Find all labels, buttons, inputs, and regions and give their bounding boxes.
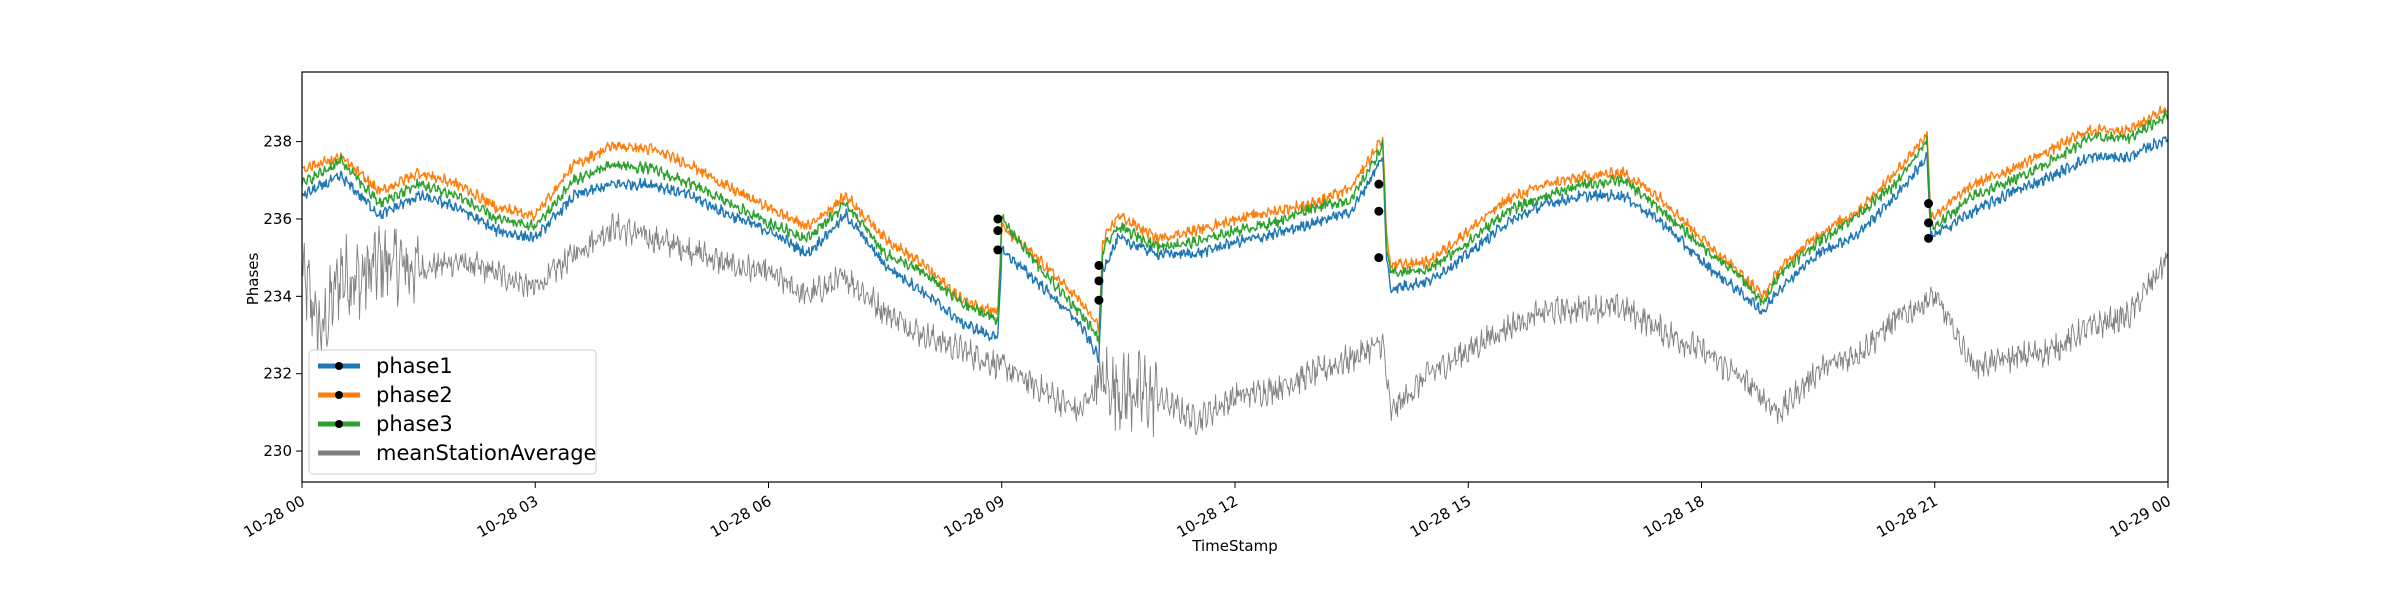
legend: phase1 phase2 phase3 meanStationAverage — [308, 349, 597, 475]
event-marker-phase2-1 — [1094, 260, 1104, 270]
x-tick-label-8: 10-29 00 — [2107, 492, 2174, 541]
x-axis-label: TimeStamp — [1191, 537, 1277, 555]
x-tick-label-2: 10-28 06 — [707, 492, 774, 541]
event-marker-phase3-2 — [1374, 206, 1384, 216]
event-marker-phase1-1 — [1094, 295, 1104, 305]
event-marker-phase2-2 — [1374, 179, 1384, 189]
series-line-phase1 — [301, 136, 2169, 364]
legend-label-phase3: phase3 — [376, 412, 453, 436]
y-axis-label: Phases — [244, 253, 262, 306]
legend-entry-phase1: phase1 — [318, 354, 453, 378]
x-tick-label-3: 10-28 09 — [940, 492, 1007, 541]
event-marker-phase1-2 — [1374, 253, 1384, 263]
legend-label-phase1: phase1 — [376, 354, 453, 378]
legend-label-meanStationAverage: meanStationAverage — [376, 441, 596, 465]
event-marker-phase3-0 — [993, 214, 1003, 224]
event-marker-phase1-0 — [993, 245, 1003, 255]
x-tick-label-0: 10-28 00 — [241, 492, 308, 541]
event-marker-phase1-3 — [1924, 233, 1934, 243]
y-tick-label-1: 232 — [263, 365, 292, 383]
legend-marker-phase3 — [335, 420, 343, 428]
x-tick-label-5: 10-28 15 — [1407, 492, 1474, 541]
series-line-meanStationAverage — [301, 213, 2169, 438]
event-marker-phase3-1 — [1094, 276, 1104, 286]
y-tick-label-3: 236 — [263, 210, 292, 228]
series-layer — [301, 105, 2169, 438]
event-marker-phase2-3 — [1924, 199, 1934, 209]
x-tick-label-4: 10-28 12 — [1174, 492, 1241, 541]
y-axis: 230 232 234 236 238 — [263, 133, 302, 460]
event-marker-phase3-3 — [1924, 218, 1934, 228]
y-tick-label-0: 230 — [263, 442, 292, 460]
x-axis: 10-28 00 10-28 03 10-28 06 10-28 09 10-28 12… — [241, 482, 2174, 541]
series-line-phase2 — [301, 105, 2169, 332]
y-tick-label-2: 234 — [263, 287, 292, 305]
legend-entry-phase3: phase3 — [318, 412, 453, 436]
marker-layer — [993, 179, 1934, 305]
x-tick-label-7: 10-28 21 — [1873, 492, 1940, 541]
legend-entry-meanStationAverage: meanStationAverage — [318, 441, 596, 465]
event-marker-phase2-0 — [993, 226, 1003, 236]
legend-label-phase2: phase2 — [376, 383, 453, 407]
legend-marker-phase1 — [335, 362, 343, 370]
legend-marker-phase2 — [335, 391, 343, 399]
series-line-phase3 — [301, 109, 2169, 344]
x-tick-label-1: 10-28 03 — [474, 492, 541, 541]
x-tick-label-6: 10-28 18 — [1640, 492, 1707, 541]
y-tick-label-4: 238 — [263, 133, 292, 151]
legend-entry-phase2: phase2 — [318, 383, 453, 407]
legend-box — [308, 349, 597, 475]
